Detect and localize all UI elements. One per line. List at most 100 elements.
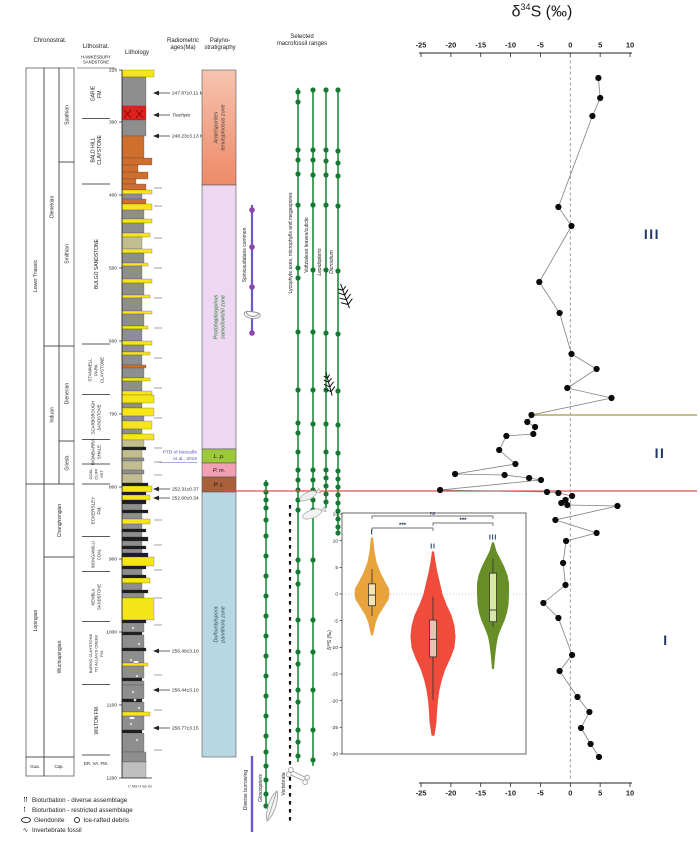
macrofossil-occurrence-dot	[295, 202, 301, 208]
legend-label: Bioturbation - restricted assemblage	[32, 806, 133, 814]
formation-label: PARK	[94, 364, 99, 376]
macrofossil-occurrence-dot	[335, 160, 341, 166]
formation-label: COAL	[96, 548, 101, 560]
lithology-unit	[121, 377, 151, 382]
lithology-unit	[121, 209, 145, 220]
lithology-unit	[121, 325, 149, 330]
lithology-unit	[121, 248, 153, 254]
formation-label: CLAYSTONE	[97, 134, 103, 164]
palyno-zone-label: Aratrisporites	[213, 111, 219, 144]
d34s-data-point	[543, 488, 551, 496]
d34s-data-point	[608, 394, 615, 402]
macrofossil-label: Glossopteris	[258, 774, 264, 802]
lithology-unit	[121, 328, 143, 342]
d34s-data-point	[537, 476, 545, 484]
macrofossil-occurrence-dot	[323, 449, 329, 455]
lithology-unit	[121, 446, 147, 451]
macrofossil-occurrence-dot	[335, 530, 341, 536]
macrofossil-label: Lepidopteris	[317, 248, 323, 276]
header-palynostratigraphy: Palyno- stratigraphy	[204, 38, 236, 51]
macrofossil-occurrence-dot	[335, 268, 341, 274]
legend-item-glendonite-ice: Glendonite Ice-rafted debris	[20, 815, 133, 825]
lithology-unit	[121, 415, 145, 422]
vertebrata-range-dash	[288, 505, 292, 509]
macrofossil-occurrence-dot	[310, 329, 316, 335]
lithology-unit	[121, 512, 143, 520]
ptb-note: PTB of Metcalfe	[163, 450, 197, 456]
vertebrata-range-dash	[288, 537, 292, 541]
d34s-tick-label: -20	[445, 41, 456, 50]
vertebrata-range-dash	[288, 545, 292, 549]
lithology-unit	[121, 631, 143, 636]
depth-tick-label: 1100	[107, 703, 118, 709]
vertebrata-range-dash	[288, 745, 292, 749]
lithology-unit	[121, 262, 149, 267]
glendonite-mark	[132, 660, 140, 664]
macrofossil-occurrence-dot	[263, 777, 269, 783]
macrofossil-occurrence-dot	[310, 617, 316, 623]
macrofossil-occurrence-dot	[295, 727, 301, 733]
macrofossil-occurrence-dot	[263, 791, 269, 797]
macrofossil-occurrence-dot	[263, 749, 269, 755]
lithology-unit	[121, 119, 147, 137]
macrofossil-occurrence-dot	[295, 430, 301, 436]
lithology-unit	[121, 198, 147, 205]
lithology-unit	[121, 105, 147, 121]
bioturbation-mark	[131, 690, 135, 694]
macrofossil-occurrence-dot	[263, 517, 269, 523]
legend-item-invertebrate: ∿ Invertebrate fossil	[20, 825, 133, 835]
macrofossil-occurrence-dot	[263, 481, 269, 487]
formation-label: SHALE	[97, 445, 102, 459]
macrofossil-occurrence-dot	[323, 172, 329, 178]
vertebrata-range-dash	[288, 705, 292, 709]
vertebrata-range-dash	[288, 665, 292, 669]
lithology-unit	[121, 509, 149, 514]
lithology-unit	[121, 589, 149, 594]
bioturbation-mark	[129, 658, 133, 662]
lithology-unit	[121, 574, 147, 579]
bioturbation-mark	[131, 626, 135, 630]
chronostrat-cell	[43, 756, 75, 777]
d34s-tick-label: -10	[505, 789, 516, 798]
lithology-unit	[121, 282, 145, 296]
age-label: 256.49±3.10	[172, 649, 199, 655]
macrofossil-occurrence-dot	[263, 497, 269, 503]
vertebrata-range-dash	[288, 601, 292, 605]
lithology-unit	[121, 751, 147, 763]
ptb-note: et al., 2015	[173, 456, 197, 462]
chronostrat-label: Dienerian	[64, 383, 70, 405]
inset-tick-label: -25	[331, 725, 338, 731]
age-arrowhead	[153, 133, 159, 139]
d34s-tick-label: -15	[475, 41, 486, 50]
chronostrat-label: Wuchiapingian	[57, 640, 63, 673]
chronostrat-label: Lower Triassic	[33, 260, 39, 292]
macrofossil-occurrence-dot	[310, 477, 316, 483]
macrofossil-occurrence-dot	[295, 89, 301, 95]
d34s-data-point	[593, 365, 600, 373]
d34s-tick-label: 0	[568, 789, 572, 798]
header-macrofossil-ranges: Selected macrofossil ranges	[276, 34, 328, 47]
d34s-data-point	[524, 418, 531, 426]
bioturbation-diverse-icon: ⠿	[23, 797, 28, 804]
inset-tick-label: 0	[335, 592, 338, 598]
macrofossil-occurrence-dot	[295, 147, 301, 153]
lithology-unit	[121, 528, 147, 533]
lithology-unit	[121, 380, 143, 392]
vertebrata-range-dash	[288, 569, 292, 573]
vertebrata-range-dash	[288, 737, 292, 741]
macrofossil-occurrence-dot	[295, 467, 301, 473]
d34s-data-point	[587, 740, 594, 748]
formation-label: ER. VA. FM.	[84, 761, 108, 766]
palyno-zone-label: tenuispinosus zone	[220, 104, 226, 150]
trachyte-hatch	[123, 109, 144, 119]
palyno-zone-label: P. m.	[213, 468, 225, 474]
lithology-unit	[121, 157, 153, 166]
d34s-data-point	[577, 724, 585, 732]
formation-label: WOMBARRA	[91, 439, 96, 465]
macrofossil-occurrence-dot	[323, 267, 329, 273]
macrofossil-occurrence-dot	[335, 87, 341, 93]
macrofossil-occurrence-dot	[263, 633, 269, 639]
d34s-tick-label: 10	[626, 789, 634, 798]
lithology-unit	[121, 439, 145, 448]
vertebrata-range-dash	[288, 681, 292, 685]
